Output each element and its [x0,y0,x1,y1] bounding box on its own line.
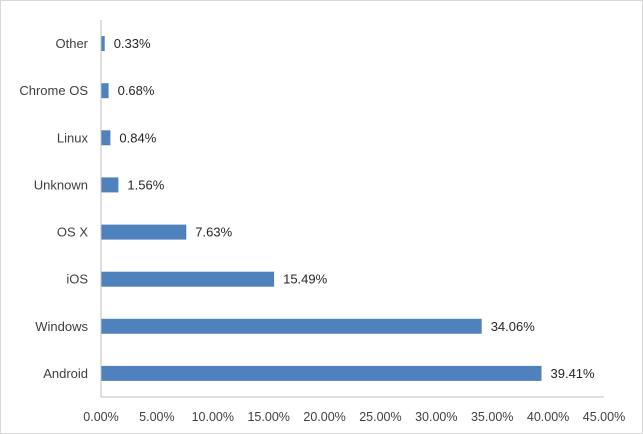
x-tick-label: 45.00% [583,410,625,424]
data-label: 0.33% [114,36,151,51]
category-label: iOS [66,272,88,287]
bar-os-x [101,224,187,240]
x-tick-label: 25.00% [359,410,401,424]
data-label: 0.84% [119,130,156,145]
data-labels: 0.33% 0.68% 0.84% 1.56% 7.63% 15.49% 34.06% 39.… [114,36,595,381]
bars-group [101,36,542,381]
bar-windows [101,318,482,334]
x-tick-label: 0.00% [83,410,118,424]
x-axis-tick-labels: 0.00% 5.00% 10.00% 15.00% 20.00% 25.00% 30.00%… [83,410,625,424]
bar-ios [101,271,275,287]
category-label: Linux [57,130,89,145]
category-label: Unknown [34,177,88,192]
x-tick-label: 10.00% [192,410,234,424]
x-tick-label: 20.00% [303,410,345,424]
data-label: 7.63% [195,225,232,240]
data-label: 15.49% [283,272,328,287]
data-label: 0.68% [118,83,155,98]
category-label: Android [43,366,88,381]
x-tick-label: 35.00% [471,410,513,424]
bar-other [101,36,105,52]
x-tick-label: 5.00% [139,410,174,424]
data-label: 34.06% [491,319,536,334]
data-label: 1.56% [127,177,164,192]
data-label: 39.41% [551,366,596,381]
bar-unknown [101,177,119,193]
category-label: OS X [57,225,88,240]
bar-linux [101,130,111,146]
category-label: Other [55,36,88,51]
bar-chrome-os [101,83,109,99]
x-tick-label: 40.00% [527,410,569,424]
category-labels: Other Chrome OS Linux Unknown OS X iOS Windows… [19,36,88,381]
x-tick-label: 30.00% [415,410,457,424]
bar-android [101,365,542,381]
category-label: Chrome OS [19,83,88,98]
category-label: Windows [35,319,88,334]
x-tick-label: 15.00% [247,410,289,424]
